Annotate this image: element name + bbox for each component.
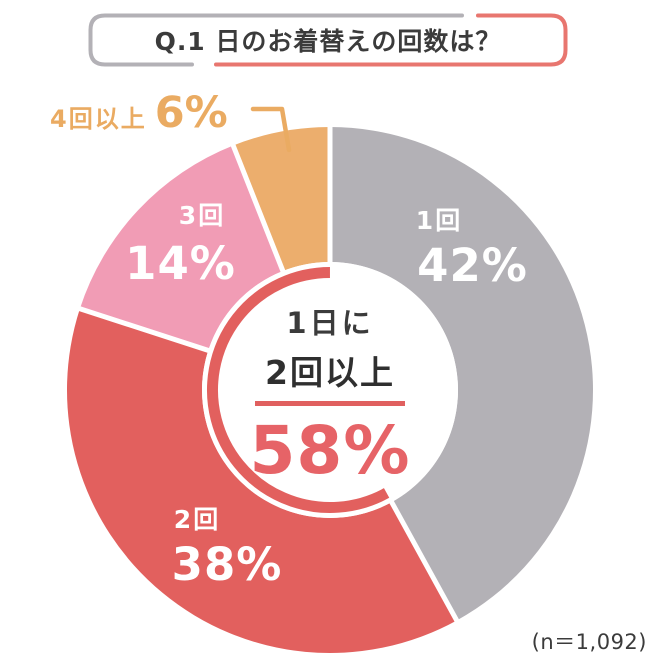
segment-value-2kai: 38% <box>171 538 283 591</box>
segment-label-4kai-ijou: 4回以上 6% <box>50 88 260 138</box>
segment-separator-2 <box>77 305 219 356</box>
center-callout: 1日に 2回以上 58% <box>230 300 430 489</box>
center-line1: 1日に <box>286 306 374 340</box>
segment-value-3kai: 14% <box>125 237 236 290</box>
segment-value-4kai: 6% <box>154 88 228 138</box>
segment-label-2kai: 2回 <box>173 505 221 534</box>
center-value: 58% <box>249 412 411 489</box>
label-connector-line <box>250 106 292 153</box>
segment-label-4kai-text: 4回以上 <box>50 105 147 133</box>
sample-size-note: (n＝1,092) <box>531 630 647 654</box>
question-box: Q.1 日のお着替えの回数は？ <box>88 13 568 67</box>
question-box-border <box>88 13 568 67</box>
donut-segment-2 <box>79 145 283 351</box>
center-highlight-arc <box>207 267 390 513</box>
segment-label-1kai: 1回 <box>415 206 463 235</box>
border-gray-arc <box>88 13 464 67</box>
donut-segment-3 <box>233 127 330 271</box>
segment-separator-3 <box>230 142 289 282</box>
segment-separator-1 <box>384 492 460 624</box>
donut-segment-1 <box>67 308 457 653</box>
donut-segment-0 <box>330 127 593 621</box>
donut-hole <box>202 262 458 518</box>
border-red-arc <box>214 13 568 67</box>
segment-value-1kai: 42% <box>417 239 528 292</box>
segment-label-3kai: 3回 <box>178 201 226 230</box>
center-line2-underlined: 2回以上 <box>255 342 405 406</box>
question-title: Q.1 日のお着替えの回数は？ <box>154 27 502 56</box>
